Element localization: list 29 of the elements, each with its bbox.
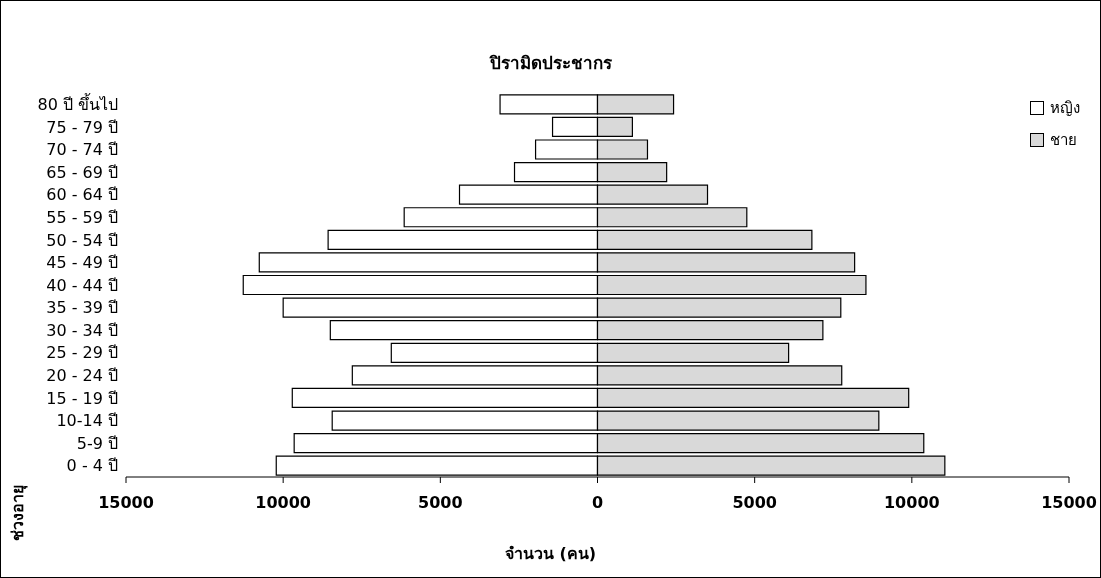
y-tick-label: 60 - 64 ปี — [46, 185, 118, 205]
x-tick-label: 5000 — [732, 493, 777, 513]
y-tick-label: 30 - 34 ปี — [46, 320, 118, 340]
y-tick-label: 35 - 39 ปี — [46, 298, 118, 318]
y-tick-label: 55 - 59 ปี — [46, 207, 118, 227]
x-tick-label: 10000 — [884, 493, 940, 513]
y-tick-label: 50 - 54 ปี — [46, 230, 118, 250]
x-tick-label: 10000 — [255, 493, 311, 513]
y-tick-label: 25 - 29 ปี — [46, 343, 118, 363]
x-axis-title: จำนวน (คน) — [503, 543, 598, 565]
y-axis-title: ช่วงอายุ — [7, 485, 29, 541]
x-tick-label: 15000 — [98, 493, 154, 513]
x-tick-label: 5000 — [418, 493, 463, 513]
y-tick-label: 40 - 44 ปี — [46, 275, 118, 295]
y-tick-label: 0 - 4 ปี — [66, 456, 118, 476]
y-tick-label: 70 - 74 ปี — [46, 140, 118, 160]
y-tick-label: 5-9 ปี — [76, 433, 118, 453]
y-tick-label: 45 - 49 ปี — [46, 253, 118, 273]
y-tick-label: 65 - 69 ปี — [46, 162, 118, 182]
legend-label: ชาย — [1050, 130, 1077, 151]
chart-title: ปิรามิดประชากร — [488, 52, 613, 75]
y-tick-label: 20 - 24 ปี — [46, 366, 118, 386]
x-tick-label: 15000 — [1041, 493, 1097, 513]
y-tick-label: 15 - 19 ปี — [46, 388, 118, 408]
y-tick-label: 75 - 79 ปี — [46, 117, 118, 137]
y-tick-label: 80 ปี ขึ้นไป — [37, 92, 118, 114]
legend-label: หญิง — [1050, 98, 1080, 119]
y-tick-label: 10-14 ปี — [56, 411, 118, 431]
x-tick-label: 0 — [591, 493, 604, 513]
